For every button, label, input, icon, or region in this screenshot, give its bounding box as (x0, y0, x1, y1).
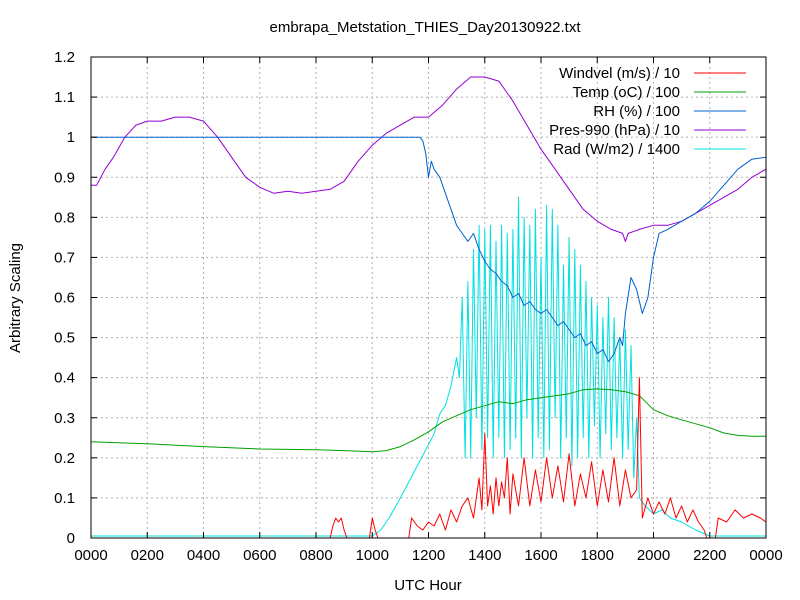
legend-label: Temp (oC) / 100 (572, 84, 680, 101)
x-tick-label: 0600 (243, 547, 276, 564)
x-tick-label: 1800 (581, 547, 614, 564)
y-tick-label: 0 (67, 530, 75, 547)
x-tick-label: 1400 (468, 547, 501, 564)
x-axis-label: UTC Hour (394, 577, 462, 594)
y-tick-label: 1.1 (54, 89, 75, 106)
series-line-2 (91, 136, 767, 363)
legend-label: Rad (W/m2) / 1400 (553, 141, 680, 158)
y-axis-label: Arbitrary Scaling (7, 243, 24, 353)
axis-ticks: 0000 0200 0400 0600 0800 1000 1200 1400 1600 1800… (54, 49, 783, 564)
legend-label: Windvel (m/s) / 10 (559, 65, 680, 82)
x-tick-label: 0000 (749, 547, 782, 564)
x-tick-label: 2200 (693, 547, 726, 564)
y-tick-label: 0.8 (54, 209, 75, 226)
y-tick-label: 1.2 (54, 49, 75, 66)
chart-title: embrapa_Metstation_THIES_Day20130922.txt (269, 19, 581, 36)
x-tick-label: 0800 (299, 547, 332, 564)
series-line-1 (90, 388, 766, 453)
y-tick-label: 0.1 (54, 490, 75, 507)
x-tick-label: 1200 (412, 547, 445, 564)
x-tick-label: 2000 (637, 547, 670, 564)
y-tick-label: 0.4 (54, 370, 75, 387)
legend: Windvel (m/s) / 10 Temp (oC) / 100 RH (%) … (549, 65, 746, 158)
y-tick-label: 0.7 (54, 249, 75, 266)
y-tick-label: 0.2 (54, 450, 75, 467)
y-tick-label: 1 (67, 129, 75, 146)
y-tick-label: 0.9 (54, 169, 75, 186)
y-tick-label: 0.6 (54, 290, 75, 307)
x-tick-label: 0200 (131, 547, 164, 564)
x-tick-label: 0400 (187, 547, 220, 564)
legend-label: Pres-990 (hPa) / 10 (549, 122, 680, 139)
series-group (90, 76, 767, 539)
series-line-0 (91, 377, 767, 539)
y-tick-label: 0.3 (54, 410, 75, 427)
x-tick-label: 0000 (74, 547, 107, 564)
y-tick-label: 0.5 (54, 330, 75, 347)
legend-label: RH (%) / 100 (593, 103, 680, 120)
series-line-3 (91, 76, 767, 242)
x-tick-label: 1000 (356, 547, 389, 564)
x-tick-label: 1600 (524, 547, 557, 564)
series-line-4 (91, 196, 766, 537)
